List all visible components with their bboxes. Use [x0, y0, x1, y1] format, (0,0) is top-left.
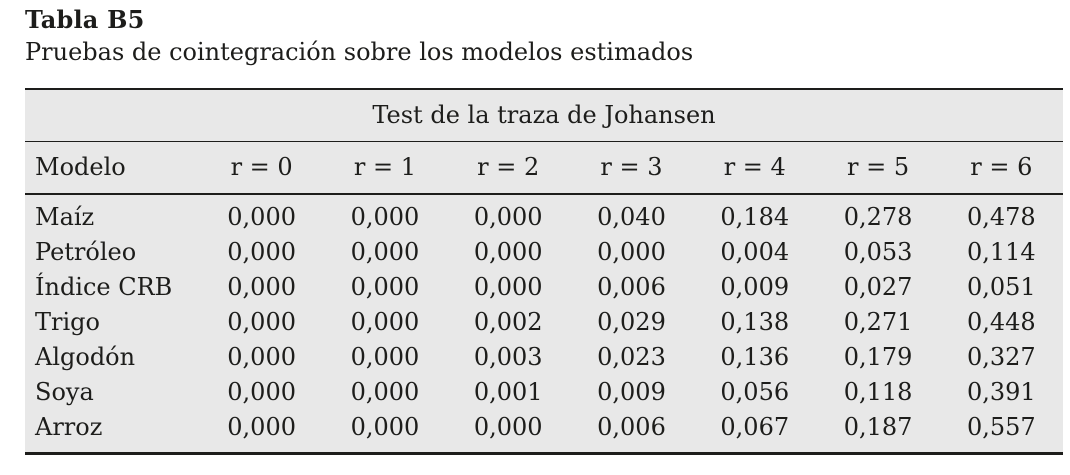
p-value-cell: 0,000 [473, 203, 543, 231]
p-value-cell: 0,000 [350, 378, 420, 406]
p-value-cell: 0,118 [843, 378, 913, 406]
p-value-cell: 0,001 [473, 378, 543, 406]
column-header-r6: r = 6 [939, 141, 1063, 195]
table-row: Soya 0,000 0,000 0,001 0,009 0,056 0,118 0,391 [25, 375, 1063, 410]
p-value-cell: 0,000 [227, 203, 296, 231]
p-value-cell: 0,053 [843, 238, 913, 266]
p-value-cell: 0,000 [350, 343, 420, 371]
table-caption-description: Pruebas de cointegración sobre los model… [25, 38, 694, 66]
p-value-cell: 0,000 [227, 238, 296, 266]
p-value-cell: 0,000 [350, 238, 420, 266]
p-value-cell: 0,000 [227, 413, 296, 441]
table-caption-label: Tabla B5 [25, 5, 145, 34]
column-header-r2: r = 2 [446, 141, 570, 195]
group-header-johansen-trace-test: Test de la traza de Johansen [25, 89, 1063, 142]
cointegration-table-wrapper: Test de la traza de Johansen Modelo r = … [25, 88, 1063, 455]
model-name-cell: Soya [35, 378, 94, 406]
model-name-cell: Maíz [35, 203, 95, 231]
p-value-cell: 0,056 [720, 378, 790, 406]
p-value-cell: 0,009 [597, 378, 666, 406]
p-value-cell: 0,187 [843, 413, 913, 441]
table-caption: Tabla B5 Pruebas de cointegración sobre … [25, 4, 693, 69]
p-value-cell: 0,040 [597, 203, 666, 231]
p-value-cell: 0,478 [966, 203, 1036, 231]
p-value-cell: 0,029 [597, 308, 666, 336]
p-value-cell: 0,000 [227, 308, 296, 336]
p-value-cell: 0,000 [597, 238, 666, 266]
p-value-cell: 0,271 [843, 308, 913, 336]
column-header-modelo: Modelo [25, 141, 200, 195]
cointegration-table: Test de la traza de Johansen Modelo r = … [25, 88, 1063, 455]
p-value-cell: 0,448 [966, 308, 1036, 336]
table-row: Arroz 0,000 0,000 0,000 0,006 0,067 0,187 0,557 [25, 410, 1063, 454]
model-name-cell: Índice CRB [35, 273, 173, 301]
table-row: Maíz 0,000 0,000 0,000 0,040 0,184 0,278 0,478 [25, 194, 1063, 235]
p-value-cell: 0,000 [350, 273, 420, 301]
p-value-cell: 0,000 [227, 273, 296, 301]
column-header-r4: r = 4 [693, 141, 817, 195]
p-value-cell: 0,002 [473, 308, 543, 336]
p-value-cell: 0,000 [227, 378, 296, 406]
p-value-cell: 0,009 [720, 273, 790, 301]
p-value-cell: 0,278 [843, 203, 913, 231]
table-row: Petróleo 0,000 0,000 0,000 0,000 0,004 0,053 0,… [25, 235, 1063, 270]
p-value-cell: 0,000 [350, 308, 420, 336]
column-header-r5: r = 5 [816, 141, 940, 195]
p-value-cell: 0,391 [966, 378, 1036, 406]
model-name-cell: Trigo [35, 308, 100, 336]
table-row: Trigo 0,000 0,000 0,002 0,029 0,138 0,271 0,448 [25, 305, 1063, 340]
p-value-cell: 0,138 [720, 308, 790, 336]
p-value-cell: 0,023 [597, 343, 666, 371]
p-value-cell: 0,006 [597, 273, 666, 301]
group-header-row: Test de la traza de Johansen [25, 89, 1063, 142]
p-value-cell: 0,000 [227, 343, 296, 371]
column-header-row: Modelo r = 0 r = 1 r = 2 r = 3 r = 4 r =… [25, 141, 1063, 195]
p-value-cell: 0,067 [720, 413, 790, 441]
model-name-cell: Algodón [35, 343, 136, 371]
p-value-cell: 0,006 [597, 413, 666, 441]
table-body: Maíz 0,000 0,000 0,000 0,040 0,184 0,278 0,478 P… [25, 194, 1063, 454]
p-value-cell: 0,000 [473, 413, 543, 441]
table-row: Algodón 0,000 0,000 0,003 0,023 0,136 0,179 0,3… [25, 340, 1063, 375]
p-value-cell: 0,004 [720, 238, 790, 266]
p-value-cell: 0,557 [966, 413, 1036, 441]
p-value-cell: 0,114 [966, 238, 1036, 266]
p-value-cell: 0,027 [843, 273, 913, 301]
p-value-cell: 0,000 [473, 273, 543, 301]
p-value-cell: 0,000 [350, 413, 420, 441]
p-value-cell: 0,136 [720, 343, 790, 371]
p-value-cell: 0,003 [473, 343, 543, 371]
model-name-cell: Arroz [35, 413, 103, 441]
column-header-r3: r = 3 [569, 141, 694, 195]
column-header-r0: r = 0 [200, 141, 324, 195]
model-name-cell: Petróleo [35, 238, 137, 266]
column-header-r1: r = 1 [323, 141, 447, 195]
p-value-cell: 0,000 [350, 203, 420, 231]
p-value-cell: 0,179 [843, 343, 913, 371]
p-value-cell: 0,184 [720, 203, 790, 231]
table-row: Índice CRB 0,000 0,000 0,000 0,006 0,009 0,027… [25, 270, 1063, 305]
p-value-cell: 0,051 [966, 273, 1036, 301]
p-value-cell: 0,000 [473, 238, 543, 266]
p-value-cell: 0,327 [966, 343, 1036, 371]
